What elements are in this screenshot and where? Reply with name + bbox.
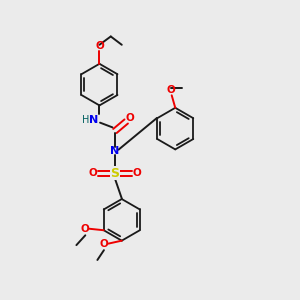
Text: N: N [89, 115, 99, 125]
Text: S: S [110, 167, 119, 180]
Text: O: O [126, 113, 134, 124]
Text: O: O [81, 224, 90, 234]
Text: N: N [110, 146, 120, 156]
Text: O: O [89, 168, 98, 178]
Text: O: O [100, 238, 108, 249]
Text: O: O [95, 41, 104, 51]
Text: H: H [82, 115, 90, 125]
Text: O: O [167, 85, 176, 95]
Text: O: O [132, 168, 141, 178]
